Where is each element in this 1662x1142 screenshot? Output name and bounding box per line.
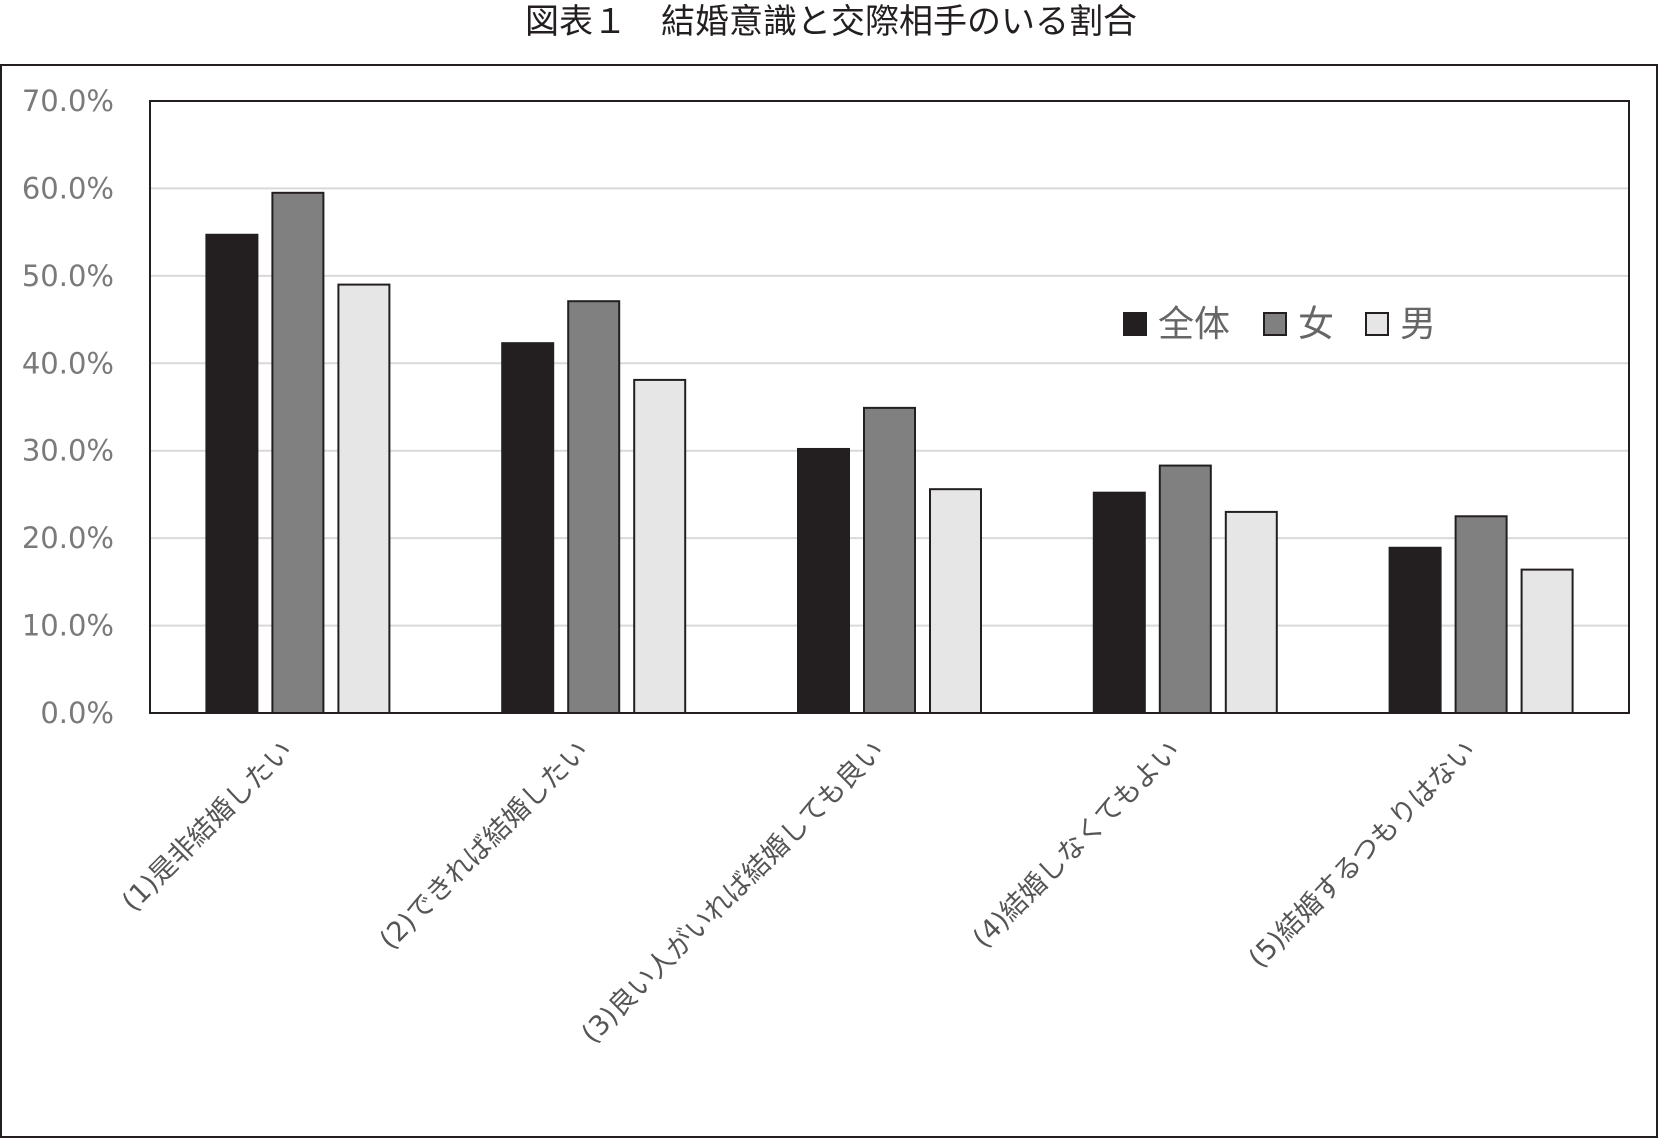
legend-swatch bbox=[1123, 312, 1147, 336]
y-tick-label: 60.0% bbox=[22, 171, 114, 205]
y-tick-label: 10.0% bbox=[22, 609, 114, 643]
bar bbox=[929, 488, 982, 714]
bar bbox=[1158, 464, 1212, 714]
legend-swatch bbox=[1263, 312, 1287, 336]
legend: 全体 女 男 bbox=[1123, 304, 1436, 345]
y-tick-label: 40.0% bbox=[22, 346, 114, 380]
bar bbox=[1520, 568, 1574, 714]
chart-title: 図表１ 結婚意識と交際相手のいる割合 bbox=[525, 2, 1137, 42]
x-category-label: (4)結婚しなくてもよい bbox=[967, 735, 1186, 954]
bar bbox=[633, 378, 687, 714]
y-tick-label: 70.0% bbox=[22, 84, 114, 118]
y-tick-label: 50.0% bbox=[22, 259, 114, 293]
chart-frame bbox=[0, 64, 1658, 1138]
legend-label: 女 bbox=[1298, 304, 1334, 345]
bar bbox=[271, 191, 325, 715]
x-category-label: (1)是非結婚したい bbox=[116, 735, 299, 918]
bar bbox=[205, 233, 259, 714]
y-tick-label: 20.0% bbox=[22, 521, 114, 555]
bar bbox=[797, 447, 850, 714]
x-axis-category-labels: (1)是非結婚したい (2)できれば結婚したい(3)良い人がいれば結婚しても良い (… bbox=[116, 735, 1482, 1050]
y-tick-label: 0.0% bbox=[40, 696, 114, 730]
bar bbox=[1388, 546, 1442, 715]
x-category-label: (2)できれば結婚したい bbox=[374, 735, 595, 956]
bar bbox=[1454, 515, 1508, 714]
bar bbox=[337, 283, 391, 714]
bar bbox=[567, 300, 621, 714]
legend-label: 男 bbox=[1400, 304, 1436, 345]
bar bbox=[1224, 510, 1278, 714]
y-axis-ticks: 0.0% 10.0% 20.0% 30.0% 40.0% 50.0% 60.0% 70.0% bbox=[22, 84, 114, 730]
bar bbox=[863, 406, 916, 714]
x-category-label: (3)良い人がいれば結婚しても良い bbox=[576, 735, 891, 1050]
x-category-label: (5)結婚するつもりはない bbox=[1243, 735, 1482, 974]
bar bbox=[501, 342, 555, 714]
legend-label: 全体 bbox=[1158, 304, 1230, 345]
y-tick-label: 30.0% bbox=[22, 434, 114, 468]
bar bbox=[1092, 491, 1146, 714]
legend-swatch bbox=[1365, 312, 1389, 336]
plot-area-border bbox=[149, 100, 1630, 714]
bars bbox=[205, 191, 1574, 715]
